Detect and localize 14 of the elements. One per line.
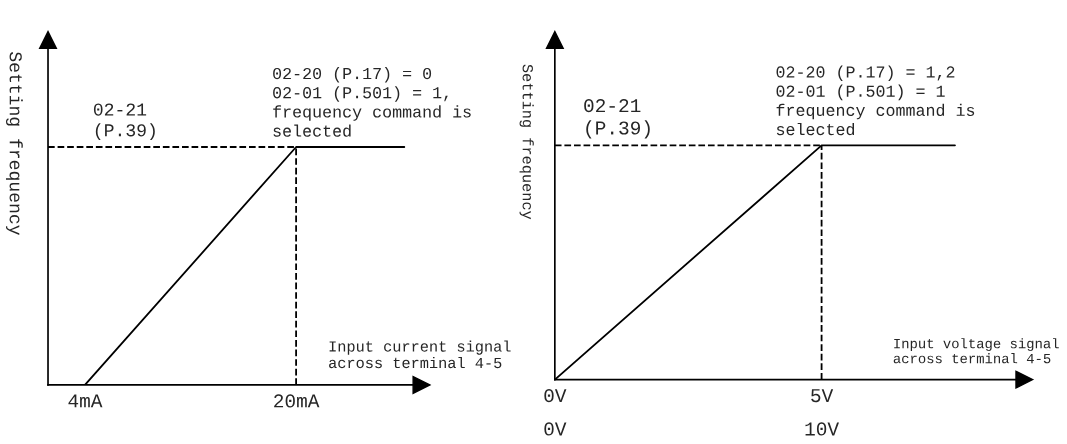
y-axis-title: Setting frequency	[5, 52, 23, 235]
text: 02-21 (P.39)	[93, 103, 155, 141]
y-axis-title: Setting frequency	[519, 64, 534, 220]
text: 0V	[544, 422, 567, 436]
text: 02-20 (P.17) = 0 02-01 (P.501) = 1, frequency command is selected	[273, 66, 471, 137]
x-axis-title: Input voltage signal across terminal 4-5	[893, 338, 1059, 364]
x-axis-title: Input current signal across terminal 4-5	[329, 340, 511, 369]
x-tick-label: 0V	[544, 389, 567, 403]
x-tick-label: 20mA	[274, 394, 320, 408]
x-tick-label: 4mA	[68, 394, 103, 408]
text: 02-20 (P.17) = 1,2 02-01 (P.501) = 1 frequency command is selected	[776, 65, 975, 136]
x-tick-label: 5V	[811, 389, 834, 403]
text: 10V	[805, 422, 839, 436]
text: 02-21 (P.39)	[584, 99, 650, 139]
